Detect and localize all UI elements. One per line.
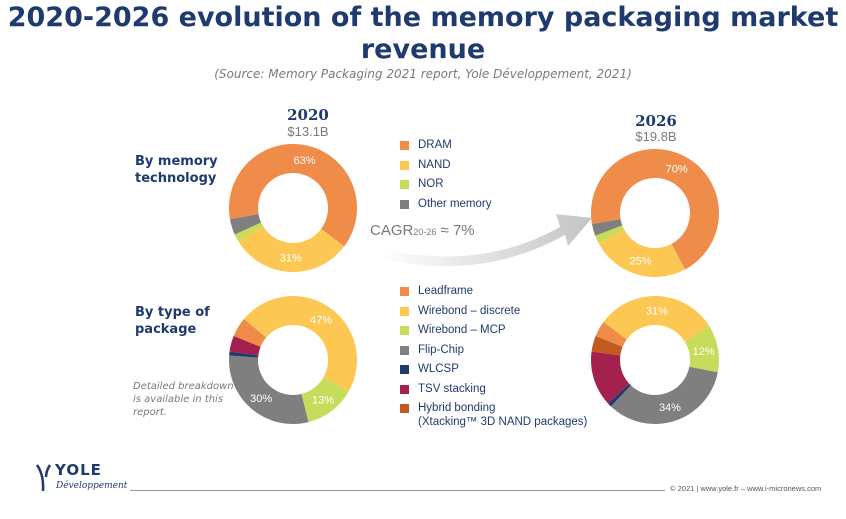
donut-tech-2020: 63% 31%	[229, 144, 357, 272]
chart-title: 2020-2026 evolution of the memory packag…	[7, 2, 839, 65]
slice-leadframe	[233, 318, 267, 347]
yole-logo-mark	[35, 464, 52, 492]
legend-swatch	[400, 199, 409, 209]
slice-dram	[591, 149, 719, 270]
legend-item-other-memory: Other memory	[400, 197, 492, 217]
legend-label: NOR	[418, 178, 444, 190]
legend-swatch	[400, 404, 409, 413]
legend-swatch	[400, 141, 409, 150]
legend-swatch	[400, 384, 409, 394]
slice-dram	[229, 144, 357, 247]
slice-tsv-stacking	[229, 336, 261, 356]
legend-item-dram: DRAM	[400, 138, 492, 158]
slice-wirebond-mcp	[684, 326, 719, 373]
source-note: (Source: Memory Packaging 2021 report, Y…	[214, 67, 632, 81]
slice-leadframe	[595, 322, 627, 347]
slice-nand	[598, 229, 686, 277]
legend-label: Hybrid bonding	[418, 402, 496, 414]
legend-label: Wirebond – MCP	[418, 324, 506, 336]
legend-swatch	[400, 326, 409, 335]
logo-brand: YOLE	[55, 461, 102, 479]
slice-nand	[238, 226, 345, 272]
data-label-dram: 70%	[666, 164, 688, 176]
year-2026-label: 2026	[635, 112, 677, 130]
data-label-wirebond-discrete: 31%	[646, 306, 668, 318]
slice-wlcsp	[608, 383, 631, 407]
donut-tech-2026: 70% 25%	[591, 149, 719, 277]
legend-item-nor: NOR	[400, 177, 492, 197]
slice-wirebond-discrete	[243, 296, 357, 392]
slice-wirebond-discrete	[603, 296, 710, 342]
legend-swatch	[400, 345, 409, 355]
data-label-nand: 25%	[630, 255, 652, 267]
row-label-technology: By memory technology	[135, 154, 218, 186]
donut-package-2026: 31% 12% 34%	[591, 296, 719, 424]
slice-tsv-stacking	[591, 351, 630, 404]
total-2026-label: $19.8B	[635, 129, 677, 144]
legend-swatch	[400, 180, 409, 189]
slice-nor	[595, 225, 625, 244]
legend-item-wirebond-discrete: Wirebond – discrete	[400, 304, 587, 324]
legend-swatch	[400, 160, 409, 170]
legend-package: Leadframe Wirebond – discrete Wirebond – M…	[400, 284, 587, 435]
slice-flip-chip	[229, 355, 309, 424]
footer-text: © 2021 | www.yole.fr – www.i-micronews.c…	[670, 484, 822, 493]
legend-swatch	[400, 287, 409, 296]
legend-swatch	[400, 365, 409, 374]
year-2020-label: 2020	[287, 106, 329, 124]
legend-item-wirebond-mcp: Wirebond – MCP	[400, 323, 587, 343]
legend-label: Leadframe	[418, 285, 473, 297]
legend-item-leadframe: Leadframe	[400, 284, 587, 304]
logo-subtitle: Développement	[56, 481, 128, 491]
legend-label: Wirebond – discrete	[418, 304, 521, 317]
data-label-dram: 63%	[293, 155, 315, 167]
legend-item-tsv-stacking: TSV stacking	[400, 382, 587, 402]
legend-item-nand: NAND	[400, 158, 492, 178]
legend-label: DRAM	[418, 139, 452, 151]
data-label-flip-chip: 30%	[250, 393, 272, 405]
legend-technology: DRAM NAND NOR Other memory	[400, 138, 492, 216]
legend-label: TSV stacking	[418, 382, 486, 395]
slice-nor	[234, 222, 264, 242]
cagr-subscript: 20-26	[413, 227, 437, 237]
legend-label-detail: (Xtacking™ 3D NAND packages)	[418, 416, 588, 428]
cagr-value: ≈ 7%	[436, 222, 475, 239]
data-label-wirebond-mcp: 13%	[312, 394, 334, 406]
cagr-prefix: CAGR	[370, 222, 414, 239]
cagr-label: CAGR20-26 ≈ 7%	[370, 222, 475, 239]
slice-wirebond-mcp	[301, 377, 349, 423]
slice-flip-chip	[610, 366, 718, 424]
data-label-wirebond-mcp: 12%	[693, 346, 715, 358]
legend-label: Flip-Chip	[418, 343, 465, 356]
legend-item-hybrid-bonding: Hybrid bonding (Xtacking™ 3D NAND package…	[400, 401, 587, 435]
data-label-nand: 31%	[280, 252, 302, 264]
breakdown-note: Detailed breakdown is available in this …	[133, 381, 234, 418]
cagr-arrow	[380, 214, 592, 267]
legend-label: NAND	[418, 158, 451, 171]
total-2020-label: $13.1B	[287, 124, 329, 139]
legend-item-wlcsp: WLCSP	[400, 362, 587, 382]
slice-other-memory	[591, 219, 623, 236]
legend-label: WLCSP	[418, 363, 459, 375]
data-label-flip-chip: 34%	[659, 402, 681, 414]
legend-item-flip-chip: Flip-Chip	[400, 343, 587, 363]
row-label-package: By type of package	[135, 305, 210, 337]
data-label-wirebond-discrete: 47%	[310, 314, 332, 326]
slice-hybrid-bonding	[591, 336, 623, 356]
footer-divider	[130, 490, 665, 491]
legend-label: Other memory	[418, 197, 492, 210]
legend-swatch	[400, 306, 409, 316]
donut-package-2020: 47% 13% 30%	[229, 296, 357, 424]
slice-wlcsp	[229, 351, 259, 358]
slice-other-memory	[229, 214, 262, 235]
